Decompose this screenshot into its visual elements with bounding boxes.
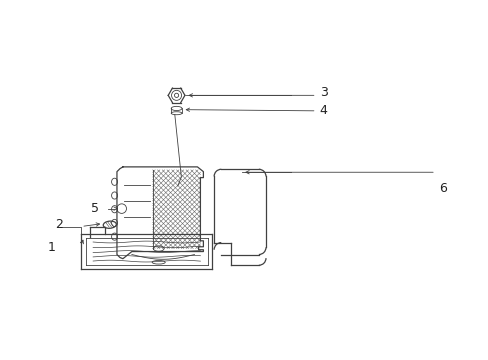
- Text: 2: 2: [56, 218, 63, 231]
- Text: 5: 5: [91, 202, 99, 215]
- Text: 3: 3: [319, 86, 327, 99]
- Text: 6: 6: [438, 183, 446, 195]
- Text: 1: 1: [47, 241, 56, 254]
- Text: 4: 4: [319, 104, 327, 117]
